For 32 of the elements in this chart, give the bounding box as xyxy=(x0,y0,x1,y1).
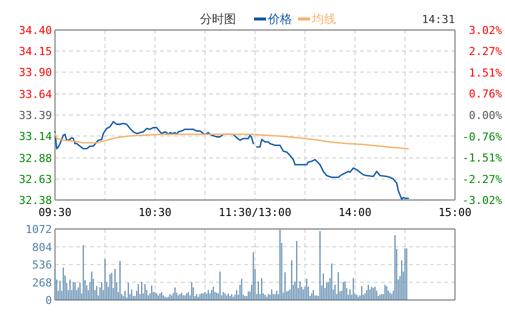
text: 2.27% xyxy=(468,45,502,58)
x-tick-label: 14:00 xyxy=(338,206,372,219)
y-tick-label: 804 xyxy=(32,240,52,254)
text: -3.02% xyxy=(462,194,502,207)
text: -0.76% xyxy=(462,130,502,144)
x-tick-label: 15:00 xyxy=(438,206,472,219)
text: 14:31 xyxy=(422,13,455,26)
x-tick-label: 10:30 xyxy=(138,206,172,219)
y-tick-label: 0 xyxy=(45,294,52,307)
text: -1.51% xyxy=(462,152,502,164)
x-tick-label: 09:30 xyxy=(38,206,72,219)
x-tick-label: 11:30/13:00 xyxy=(218,206,292,219)
text: 0.76% xyxy=(468,88,502,101)
text: -2.27% xyxy=(462,172,502,186)
y-tick-label: 268 xyxy=(32,276,52,290)
y-tick-label: 33.39 xyxy=(18,109,52,122)
text: 3.02% xyxy=(468,24,502,37)
y-tick-label: 34.15 xyxy=(18,45,52,58)
y-tick-label: 32.38 xyxy=(18,194,52,207)
y-tick-label: 32.63 xyxy=(18,172,52,186)
legend-label: 价格 xyxy=(267,12,292,26)
y-tick-label: 33.64 xyxy=(18,88,52,101)
legend-label: 均线 xyxy=(311,12,336,26)
text: 0.00% xyxy=(468,109,502,122)
y-tick-label: 536 xyxy=(32,258,52,272)
y-tick-label: 32.88 xyxy=(18,152,52,165)
text: 1.51% xyxy=(468,66,502,80)
y-tick-label: 34.40 xyxy=(18,24,52,37)
chart-title: 分时图 xyxy=(200,12,236,26)
y-tick-label: 33.14 xyxy=(18,130,52,144)
y-tick-label: 33.90 xyxy=(18,66,52,80)
y-tick-label: 1072 xyxy=(26,223,52,236)
